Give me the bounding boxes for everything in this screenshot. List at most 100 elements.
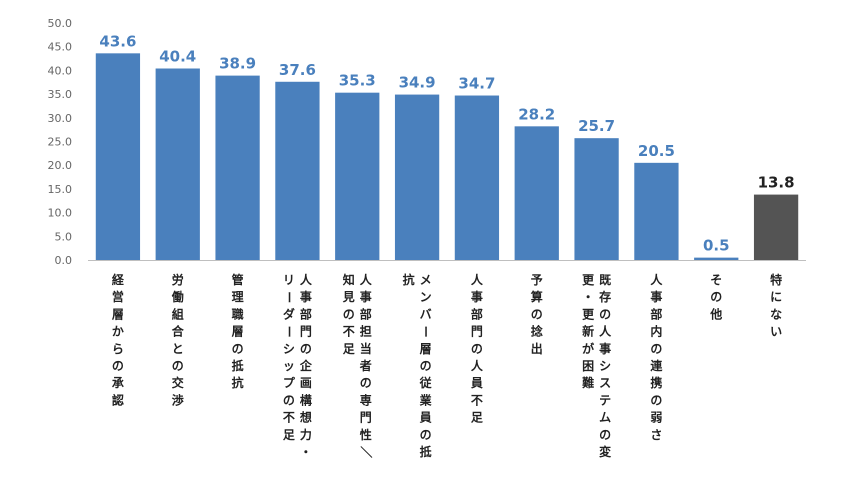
category-label-char: 難 [582, 375, 594, 390]
category-label-char: 職 [232, 306, 244, 321]
category-label-char: の [283, 393, 295, 407]
category-label-char: バ [420, 307, 432, 321]
data-label: 25.7 [578, 117, 615, 135]
category-label-char: の [710, 290, 722, 304]
category-label-char: 人 [300, 272, 313, 287]
category-label-char: 算 [531, 289, 543, 304]
y-tick-label: 35.0 [48, 88, 73, 101]
category-label-char: 人 [471, 358, 484, 373]
category-label: その他 [709, 273, 722, 321]
category-label-char: 足 [283, 428, 295, 442]
category-label-char: メ [420, 273, 432, 287]
category-label-char: 層 [232, 325, 244, 339]
category-label-char: ・ [582, 290, 594, 304]
category-label-char: 者 [359, 358, 372, 373]
y-tick-label: 45.0 [48, 41, 73, 54]
y-axis: 0.0 5.0 10.0 15.0 20.0 25.0 30.0 35.0 40.0 45.0 50… [48, 17, 806, 267]
category-label-char: 部 [360, 306, 372, 321]
category-label-char: 弱 [650, 410, 662, 425]
category-label-char: か [112, 325, 124, 339]
category-label-char: の [300, 342, 312, 356]
data-label: 43.6 [99, 32, 136, 50]
category-label-char: ー [419, 326, 433, 338]
category-label-char: 既 [599, 273, 611, 287]
value-labels: 43.6 40.4 38.9 37.6 35.3 34.9 34.7 28.2 25.7 20.5… [99, 32, 794, 254]
category-label-char: 当 [360, 341, 372, 356]
category-label-char: 更 [582, 307, 595, 321]
category-label-char: 担 [360, 324, 372, 339]
category-label-char: 労 [172, 272, 184, 287]
y-tick-label: 5.0 [55, 230, 73, 243]
category-label-char: 員 [419, 411, 432, 425]
y-tick-label: 15.0 [48, 183, 73, 196]
category-label-char: 不 [471, 393, 483, 407]
category-label-char: 門 [471, 325, 483, 339]
category-label-char: 組 [172, 306, 184, 321]
category-label-char: の [172, 359, 184, 373]
category-label-char: 経 [112, 272, 125, 287]
data-label: 28.2 [518, 105, 555, 123]
category-label-char: 働 [171, 289, 184, 304]
category-label-char: ・ [300, 445, 312, 459]
category-label-char: 部 [650, 306, 662, 321]
category-label-char: 人 [650, 272, 663, 287]
category-label-char: 事 [599, 341, 611, 356]
category-label-char: 見 [342, 289, 355, 304]
data-label: 34.9 [399, 74, 436, 92]
category-label-char: の [420, 359, 432, 373]
category-label-char: の [650, 393, 662, 407]
category-label-char: 抗 [403, 272, 415, 287]
bar [694, 257, 739, 260]
category-label-char: 承 [112, 376, 124, 390]
category-label-char: 事 [471, 289, 483, 304]
category-label-char: 抵 [232, 358, 244, 373]
category-label-char: 画 [300, 376, 312, 390]
category-label-char: ら [112, 342, 124, 356]
category-label-char: 足 [471, 411, 483, 425]
category-label-char: 人 [471, 272, 484, 287]
category-label-char: 連 [650, 358, 663, 373]
category-label-char: 企 [299, 358, 313, 373]
data-label: 38.9 [219, 55, 256, 73]
category-label-char: 特 [770, 272, 782, 287]
category-label-char: ッ [283, 359, 295, 373]
category-label-char: 交 [172, 375, 184, 390]
bar [753, 194, 799, 260]
category-label-char: の [531, 307, 543, 321]
category-label-char: 事 [300, 289, 312, 304]
category-label-char: が [582, 341, 594, 356]
category-label-char: 性 [359, 427, 372, 442]
data-label: 13.8 [758, 174, 795, 192]
y-tick-label: 20.0 [48, 159, 73, 172]
category-label-char: の [232, 342, 244, 356]
category-label-char: 予 [531, 273, 543, 287]
bar [155, 68, 200, 260]
y-tick-label: 50.0 [48, 17, 73, 30]
data-label: 34.7 [458, 75, 495, 93]
y-tick-label: 10.0 [48, 207, 73, 220]
category-label-char: ン [420, 290, 432, 304]
bar [95, 53, 141, 260]
category-label-char: 業 [419, 392, 433, 407]
category-label-char: ー [282, 291, 296, 303]
category-label-char: の [599, 307, 611, 321]
category-label-char: 変 [599, 444, 612, 459]
category-label-char: 知 [342, 272, 355, 287]
category-label-char: ダ [283, 306, 295, 321]
category-label-char: 営 [112, 289, 124, 304]
category-label-char: 門 [300, 325, 312, 339]
category-label-char: 抵 [420, 444, 432, 459]
data-label: 37.6 [279, 61, 316, 79]
category-label-char: 新 [582, 324, 594, 339]
category-label-char: 不 [283, 411, 295, 425]
y-tick-label: 25.0 [48, 136, 73, 149]
category-label-char: 足 [343, 342, 355, 356]
category-label-char: の [471, 342, 483, 356]
data-label: 40.4 [159, 48, 196, 66]
